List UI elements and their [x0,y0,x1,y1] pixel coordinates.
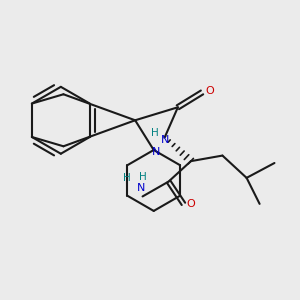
Text: N: N [136,183,145,193]
Text: H: H [123,173,131,183]
Text: H: H [139,172,146,182]
Text: H: H [151,128,158,138]
Text: O: O [187,199,195,209]
Text: O: O [205,85,214,96]
Text: N: N [161,135,169,145]
Text: N: N [152,147,160,157]
